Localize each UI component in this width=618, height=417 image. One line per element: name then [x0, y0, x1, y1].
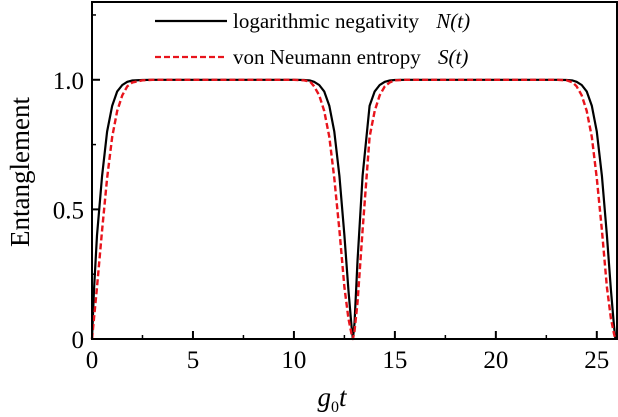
y-tick-label: 0: [72, 327, 85, 354]
legend-symbol-negativity: N(t): [435, 9, 470, 33]
y-axis: 0 0.5 1.0: [53, 14, 100, 354]
legend-symbol-entropy: S(t): [438, 45, 468, 69]
legend-label-negativity: logarithmic negativity: [233, 9, 420, 33]
series-line-negativity: [90, 78, 617, 341]
x-axis-title: g0t: [317, 382, 348, 416]
y-axis-title: Entanglement: [5, 97, 35, 247]
x-tick-label: 15: [382, 347, 407, 374]
x-axis-title-tail: t: [339, 382, 348, 412]
x-axis-title-subscript: 0: [331, 399, 339, 416]
x-tick-label: 25: [584, 347, 609, 374]
legend-label-entropy: von Neumann entropy: [233, 45, 421, 69]
y-tick-label: 1.0: [53, 68, 84, 95]
series-group: [90, 78, 617, 341]
legend-entry-negativity: logarithmic negativity N(t): [233, 9, 470, 33]
x-axis: 0 5 10 15 20 25: [86, 331, 609, 374]
series-line-entropy: [90, 78, 617, 341]
y-tick-label: 0.5: [53, 197, 84, 224]
x-tick-label: 10: [281, 347, 306, 374]
x-axis-title-main: g: [317, 382, 331, 412]
plot-frame: [91, 1, 618, 340]
x-tick-label: 0: [86, 347, 99, 374]
x-tick-label: 5: [187, 347, 200, 374]
x-tick-label: 20: [483, 347, 508, 374]
legend-entry-entropy: von Neumann entropy S(t): [233, 45, 468, 69]
legend: logarithmic negativity N(t) von Neumann …: [155, 9, 470, 69]
